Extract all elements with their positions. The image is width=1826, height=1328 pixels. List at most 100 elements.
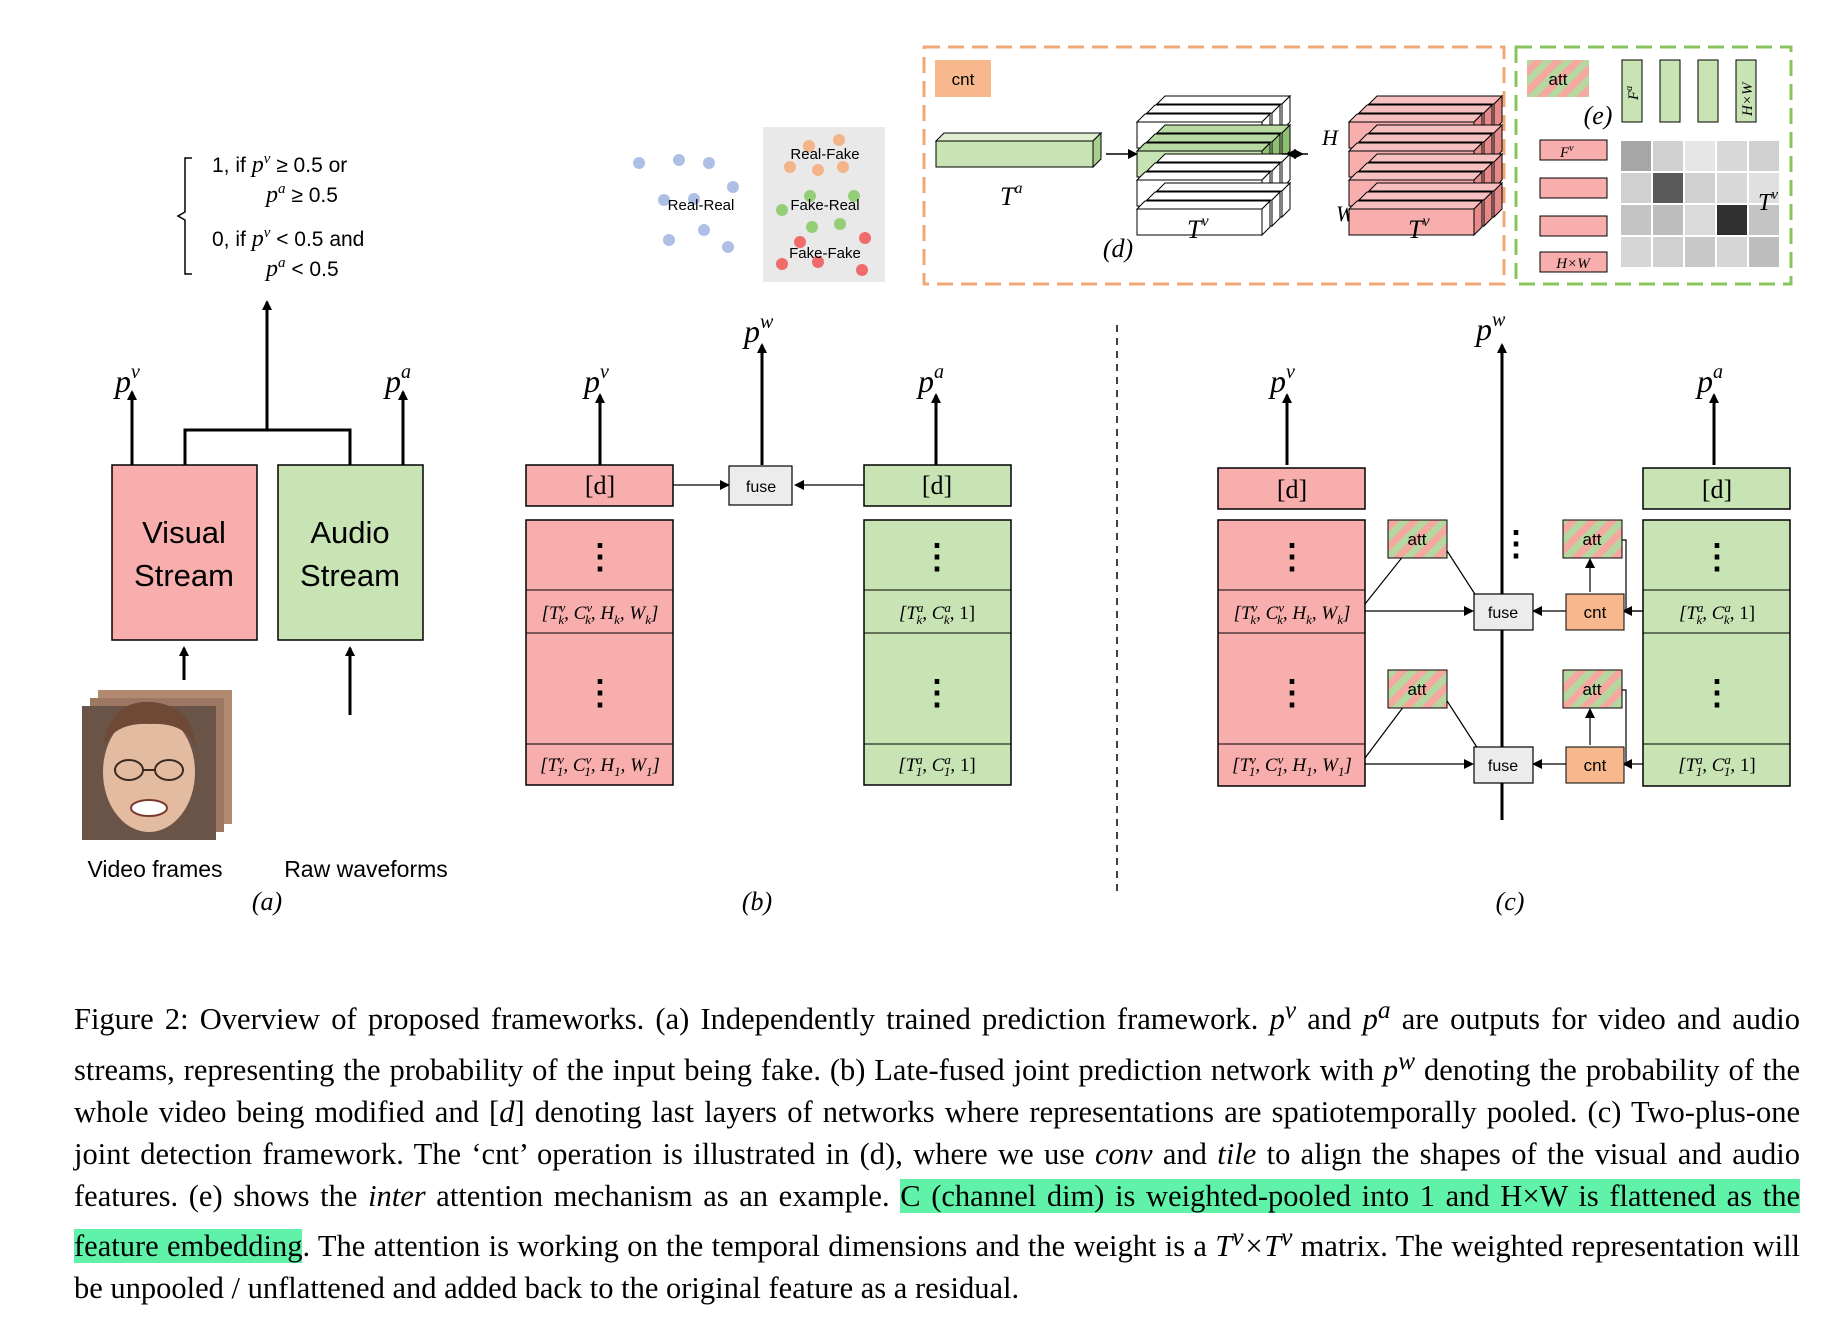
tv-tiled-stack xyxy=(1135,94,1292,237)
svg-text:[d]: [d] xyxy=(1702,475,1732,504)
audio-layers-b xyxy=(863,519,1012,786)
svg-text:fuse: fuse xyxy=(1488,605,1518,622)
fa-vertical-label: Fa xyxy=(1624,86,1642,101)
svg-text:fuse: fuse xyxy=(1488,758,1518,775)
att-block-visual-k xyxy=(1387,519,1448,559)
tv-label-1: Tv xyxy=(1187,213,1209,244)
svg-text:⋮: ⋮ xyxy=(583,539,617,576)
subfigure-c-label: (c) xyxy=(1496,887,1525,916)
svg-text:⋮: ⋮ xyxy=(920,539,954,576)
att-block-visual-1 xyxy=(1387,669,1448,709)
svg-text:att: att xyxy=(1583,680,1602,699)
ta-bar xyxy=(935,140,1094,168)
visual-stream-label: Visual xyxy=(142,515,226,550)
pv-label-b: pv xyxy=(582,361,609,399)
pa-label-b: pa xyxy=(916,361,944,399)
svg-text:Stream: Stream xyxy=(134,558,234,593)
svg-text:[d]: [d] xyxy=(585,471,615,500)
video-frames-image xyxy=(82,690,232,840)
visual-d-block-c xyxy=(1217,467,1366,510)
svg-text:1, if pv ≥ 0.5 or: 1, if pv ≥ 0.5 or xyxy=(212,151,347,178)
svg-text:att: att xyxy=(1408,530,1427,549)
raw-waveforms-label: Raw waveforms xyxy=(284,856,448,882)
real-fake-label: Real-Fake xyxy=(790,146,859,163)
hxw-horizontal-label: H×W xyxy=(1555,256,1591,272)
svg-text:cnt: cnt xyxy=(1584,603,1607,622)
tv-tv-label: Tv xyxy=(1758,187,1778,216)
real-real-label: Real-Real xyxy=(668,197,735,214)
att-block-audio-k xyxy=(1562,519,1623,559)
fuse-block-k xyxy=(1473,593,1534,631)
svg-text:⋮: ⋮ xyxy=(1499,526,1533,563)
waveform-image xyxy=(278,726,457,810)
pv-label-c: pv xyxy=(1268,361,1295,399)
svg-text:pa < 0.5: pa < 0.5 xyxy=(264,255,339,282)
audio-stream-label: Audio xyxy=(310,515,389,550)
h-label: H xyxy=(1321,125,1339,150)
svg-text:att: att xyxy=(1408,680,1427,699)
visual-layer-1-label-c: [Tv 1, Cv 1, H1, W1] xyxy=(1232,752,1352,779)
attention-matrix xyxy=(1619,139,1781,269)
svg-text:⋮: ⋮ xyxy=(1700,539,1734,576)
decision-rule: 1, if pv ≥ 0.5 or pa ≥ 0.5 0, if pv < 0.… xyxy=(176,151,364,282)
att-block-audio-1 xyxy=(1562,669,1623,709)
subfigure-a-label: (a) xyxy=(252,887,282,916)
figure-caption: Figure 2: Overview of proposed framework… xyxy=(74,996,1801,1306)
fuse-block-1 xyxy=(1473,746,1534,784)
svg-text:Stream: Stream xyxy=(300,558,400,593)
tv-stack xyxy=(1347,94,1504,237)
pv-label-a: pv xyxy=(113,361,140,399)
panel-c: pv pw pa [d] ⋮ ⋮ [Tv k, Cv k, Hk, Wk] [Tv 1… xyxy=(1217,309,1791,916)
svg-text:⋮: ⋮ xyxy=(1275,675,1309,712)
pw-label-b: pw xyxy=(742,311,774,349)
ta-label: Ta xyxy=(1000,180,1022,211)
fv-horizontal-label: Fv xyxy=(1559,143,1574,161)
video-frames-label: Video frames xyxy=(87,856,222,882)
svg-text:fuse: fuse xyxy=(746,479,776,496)
svg-text:cnt: cnt xyxy=(952,70,975,89)
visual-d-block-b xyxy=(525,464,674,507)
pw-label-c: pw xyxy=(1474,309,1506,347)
svg-text:⋮: ⋮ xyxy=(920,675,954,712)
svg-text:⋮: ⋮ xyxy=(583,675,617,712)
pa-label-a: pa xyxy=(383,361,411,399)
fake-fake-label: Fake-Fake xyxy=(789,245,861,262)
subfigure-d-label: (d) xyxy=(1103,234,1133,263)
panel-a: 1, if pv ≥ 0.5 or pa ≥ 0.5 0, if pv < 0.… xyxy=(82,151,457,916)
audio-layer-1-label-c: [Ta 1, Ca 1, 1] xyxy=(1678,752,1756,779)
svg-text:[d]: [d] xyxy=(922,471,952,500)
visual-layers-b xyxy=(525,519,674,786)
visual-layer-1-label-b: [Tv 1, Cv 1, H1, W1] xyxy=(540,752,660,779)
panel-e: att (e) Fa H×W Fv H×W Tv xyxy=(1514,45,1793,286)
visual-layer-k-label-c: [Tv k, Cv k, Hk, Wk] xyxy=(1234,600,1351,627)
cnt-legend-box xyxy=(935,60,991,97)
pa-label-c: pa xyxy=(1695,361,1723,399)
att-legend-box xyxy=(1527,60,1589,97)
panel-b: pv pw pa [d] ⋮ ⋮ [Tv k, Cv k, Hk, Wk] [Tv 1… xyxy=(525,311,1012,916)
fuse-block-b xyxy=(728,465,793,506)
audio-layers-c xyxy=(1642,519,1791,787)
visual-layers-c xyxy=(1217,519,1366,787)
audio-d-block-c xyxy=(1642,467,1791,510)
svg-text:⋮: ⋮ xyxy=(1700,675,1734,712)
audio-stream-box xyxy=(277,464,424,641)
svg-text:0, if pv < 0.5 and: 0, if pv < 0.5 and xyxy=(212,225,364,252)
svg-text:att: att xyxy=(1549,70,1568,89)
audio-layer-k-label-c: [Ta k, Ca k, 1] xyxy=(1679,600,1755,627)
fake-real-label: Fake-Real xyxy=(790,197,859,214)
audio-layer-k-label-b: [Ta k, Ca k, 1] xyxy=(899,600,975,627)
cnt-block-k xyxy=(1565,593,1625,631)
audio-d-block-b xyxy=(863,464,1012,507)
svg-text:pa ≥ 0.5: pa ≥ 0.5 xyxy=(264,181,338,208)
subfigure-e-label: (e) xyxy=(1584,101,1613,130)
embedding-scatter: Real-Real Real-Fake Fake-Real Fake-Fake xyxy=(633,127,885,282)
visual-layer-k-label-b: [Tv k, Cv k, Hk, Wk] xyxy=(542,600,659,627)
svg-text:att: att xyxy=(1583,530,1602,549)
hxw-vertical-label: H×W xyxy=(1740,81,1756,117)
figure: 1, if pv ≥ 0.5 or pa ≥ 0.5 0, if pv < 0.… xyxy=(82,45,1793,916)
svg-text:⋮: ⋮ xyxy=(1275,539,1309,576)
audio-layer-1-label-b: [Ta 1, Ca 1, 1] xyxy=(898,752,976,779)
tv-label-2: Tv xyxy=(1408,213,1430,244)
svg-text:[d]: [d] xyxy=(1277,475,1307,504)
cnt-block-1 xyxy=(1565,746,1625,784)
